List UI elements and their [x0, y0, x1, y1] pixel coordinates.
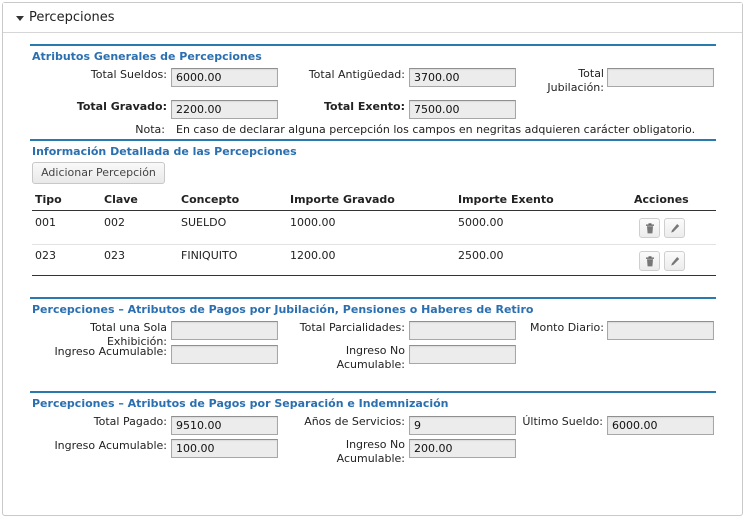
ingreso-acumulable-label: Ingreso Acumulable:	[54, 345, 167, 358]
ingreso-no-acumulable-label-1: Ingreso No	[345, 438, 405, 451]
section-divider	[30, 139, 716, 141]
total-una-sola-exhibicion-label: Total una Sola Exhibición:	[90, 321, 167, 348]
col-header-importe-exento: Importe Exento	[458, 193, 554, 206]
total-exento-input[interactable]: 7500.00	[409, 100, 516, 119]
total-pagado-label: Total Pagado:	[93, 415, 167, 428]
ingreso-no-acumulable-input[interactable]: 200.00	[409, 439, 516, 458]
monto-diario-label: Monto Diario:	[529, 321, 604, 334]
total-sueldos-input[interactable]: 6000.00	[171, 68, 278, 87]
section-title-generales: Atributos Generales de Percepciones	[32, 50, 262, 63]
section-title-jubilacion: Percepciones – Atributos de Pagos por Ju…	[32, 303, 534, 316]
row-divider	[32, 244, 716, 245]
total-gravado-label: Total Gravado:	[76, 100, 167, 113]
ingreso-no-acumulable-label: Ingreso No Acumulable:	[300, 438, 405, 466]
edit-button[interactable]	[664, 251, 685, 271]
cell-clave: 023	[104, 249, 125, 262]
col-header-concepto: Concepto	[181, 193, 240, 206]
ingreso-no-acumulable-input[interactable]	[409, 345, 516, 364]
cell-concepto: FINIQUITO	[181, 249, 238, 262]
total-jubilacion-input[interactable]	[607, 68, 714, 87]
total-parcialidades-input[interactable]	[409, 321, 516, 340]
total-parcialidades-label: Total Parcialidades:	[299, 321, 405, 334]
cell-importe-exento: 5000.00	[458, 216, 504, 229]
add-percepcion-button[interactable]: Adicionar Percepción	[32, 162, 165, 184]
anios-servicio-label: Años de Servicios:	[304, 415, 405, 428]
ingreso-no-acumulable-label-1: Ingreso No	[345, 344, 405, 357]
ingreso-acumulable-label: Ingreso Acumulable:	[54, 439, 167, 452]
delete-button[interactable]	[639, 218, 660, 238]
section-divider	[30, 44, 716, 46]
total-jubilacion-label: Total Jubilación:	[530, 67, 604, 95]
ingreso-acumulable-input[interactable]	[171, 345, 278, 364]
panel-header[interactable]: Percepciones	[3, 3, 742, 33]
total-exento-label: Total Exento:	[324, 100, 405, 113]
col-header-importe-gravado: Importe Gravado	[290, 193, 395, 206]
section-title-separacion: Percepciones – Atributos de Pagos por Se…	[32, 397, 449, 410]
anios-servicio-input[interactable]: 9	[409, 416, 516, 435]
pencil-icon	[671, 257, 680, 266]
col-header-tipo: Tipo	[35, 193, 62, 206]
ingreso-no-acumulable-label-2: Acumulable:	[336, 452, 405, 465]
total-jubilacion-label-1: Total	[578, 67, 604, 80]
trash-icon	[646, 223, 654, 234]
nota-label: Nota:	[135, 123, 165, 136]
col-header-acciones: Acciones	[634, 193, 689, 206]
pencil-icon	[671, 224, 680, 233]
ultimo-sueldo-input[interactable]: 6000.00	[607, 416, 714, 435]
table-bottom-divider	[32, 275, 716, 276]
cell-importe-gravado: 1200.00	[290, 249, 336, 262]
ingreso-acumulable-input[interactable]: 100.00	[171, 439, 278, 458]
section-divider	[30, 297, 716, 299]
panel-title: Percepciones	[29, 10, 115, 25]
monto-diario-input[interactable]	[607, 321, 714, 340]
total-gravado-input[interactable]: 2200.00	[171, 100, 278, 119]
section-title-detalle: Información Detallada de las Percepcione…	[32, 145, 297, 158]
total-una-sola-exhibicion-input[interactable]	[171, 321, 278, 340]
delete-button[interactable]	[639, 251, 660, 271]
cell-importe-exento: 2500.00	[458, 249, 504, 262]
cell-tipo: 023	[35, 249, 56, 262]
table-header-divider	[32, 210, 716, 211]
cell-importe-gravado: 1000.00	[290, 216, 336, 229]
total-antiguedad-input[interactable]: 3700.00	[409, 68, 516, 87]
trash-icon	[646, 256, 654, 267]
cell-concepto: SUELDO	[181, 216, 227, 229]
ingreso-no-acumulable-label: Ingreso No Acumulable:	[300, 344, 405, 372]
nota-text: En caso de declarar alguna percepción lo…	[176, 123, 696, 136]
caret-down-icon[interactable]	[16, 16, 24, 21]
section-divider	[30, 391, 716, 393]
col-header-clave: Clave	[104, 193, 138, 206]
total-jubilacion-label-2: Jubilación:	[547, 81, 604, 94]
cell-tipo: 001	[35, 216, 56, 229]
cell-clave: 002	[104, 216, 125, 229]
total-antiguedad-label: Total Antigüedad:	[308, 68, 405, 81]
ingreso-no-acumulable-label-2: Acumulable:	[336, 358, 405, 371]
edit-button[interactable]	[664, 218, 685, 238]
total-sueldos-label: Total Sueldos:	[90, 68, 167, 81]
ultimo-sueldo-label: Último Sueldo:	[522, 415, 603, 428]
total-pagado-input[interactable]: 9510.00	[171, 416, 278, 435]
